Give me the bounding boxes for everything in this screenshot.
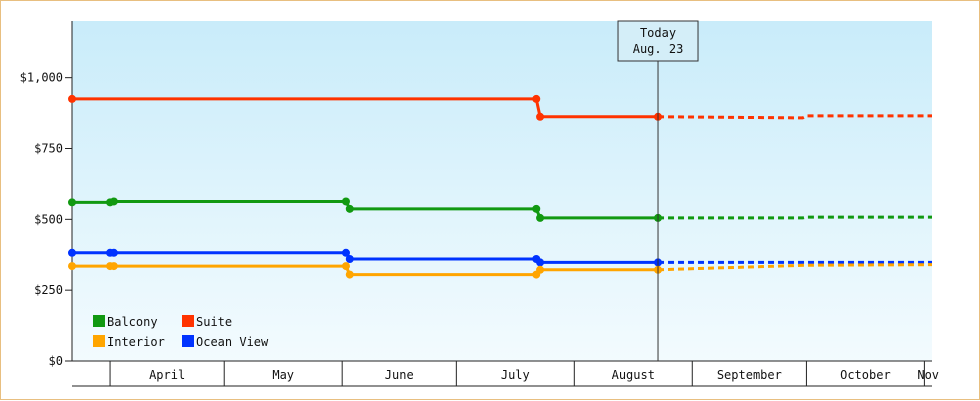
y-tick-label: $0 [49, 354, 63, 368]
month-label: Nov [917, 368, 939, 382]
month-label: April [149, 368, 185, 382]
data-point [536, 258, 545, 267]
legend-item-interior: Interior [93, 335, 165, 349]
y-axis: $0 $250 $500 $750 $1,000 [20, 21, 73, 368]
x-axis: April May June July August September October No… [72, 360, 939, 387]
data-point [68, 198, 76, 207]
data-point [68, 94, 76, 103]
data-point [532, 94, 541, 103]
today-label: Today [640, 26, 676, 40]
series-interior [68, 262, 933, 279]
month-label: July [501, 368, 530, 382]
legend: Balcony Suite Interior Ocean View [93, 315, 269, 349]
data-point [536, 265, 545, 274]
month-label: August [612, 368, 655, 382]
data-point [532, 204, 541, 213]
legend-item-balcony: Balcony [93, 315, 158, 329]
data-point [536, 112, 545, 121]
legend-swatch [93, 335, 105, 347]
data-point [345, 204, 354, 213]
data-point [341, 197, 350, 206]
legend-swatch [182, 315, 194, 327]
series-ocean-view [68, 248, 932, 267]
data-point [68, 262, 76, 271]
month-label: May [272, 368, 294, 382]
today-date-label: Aug. 23 [633, 42, 684, 56]
today-marker: Today Aug. 23 [617, 20, 699, 361]
plot-background [72, 21, 932, 361]
legend-label: Balcony [107, 315, 158, 329]
forecast-line-balcony [658, 215, 932, 220]
legend-label: Suite [196, 315, 232, 329]
legend-label: Interior [107, 335, 165, 349]
series-line-suite [72, 97, 659, 119]
data-point [68, 248, 76, 257]
today-box [617, 20, 699, 62]
data-point [345, 255, 354, 263]
legend-swatch [182, 335, 194, 347]
y-tick-label: $500 [34, 212, 63, 226]
month-label: October [840, 368, 891, 382]
legend-item-ocean-view: Ocean View [182, 335, 269, 349]
legend-item-suite: Suite [182, 315, 232, 329]
legend-swatch [93, 315, 105, 327]
month-label: September [717, 368, 782, 382]
data-point [109, 248, 118, 257]
y-tick-label: $250 [34, 283, 63, 297]
forecast-line-suite [658, 114, 932, 120]
legend-label: Ocean View [196, 335, 269, 349]
data-point [345, 270, 354, 279]
data-point [536, 213, 545, 222]
y-tick-label: $1,000 [20, 71, 63, 85]
data-point [109, 262, 118, 271]
data-point [341, 262, 350, 271]
y-tick-label: $750 [34, 142, 63, 156]
month-label: June [385, 368, 414, 382]
forecast-line-interior [657, 263, 933, 272]
data-point [109, 197, 118, 206]
data-point [341, 248, 350, 257]
